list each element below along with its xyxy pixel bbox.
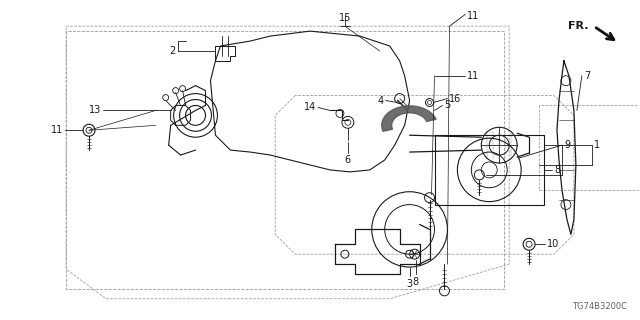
Text: 8: 8 (413, 277, 419, 287)
Text: 13: 13 (89, 105, 101, 116)
Text: 1: 1 (594, 140, 600, 150)
Text: 7: 7 (584, 71, 590, 81)
Text: 16: 16 (449, 93, 461, 104)
Text: 14: 14 (304, 102, 316, 112)
Text: 15: 15 (339, 13, 351, 23)
Text: 10: 10 (547, 239, 559, 249)
Text: 11: 11 (51, 125, 63, 135)
Polygon shape (381, 106, 436, 131)
Text: 9: 9 (564, 140, 570, 150)
Text: TG74B3200C: TG74B3200C (572, 302, 627, 311)
Text: 11: 11 (467, 11, 479, 21)
Text: 2: 2 (170, 46, 175, 56)
Text: 11: 11 (467, 71, 479, 81)
Text: FR.: FR. (568, 21, 589, 31)
Text: 5: 5 (444, 100, 451, 110)
Text: 8: 8 (554, 165, 560, 175)
Text: 3: 3 (406, 279, 413, 289)
Text: 4: 4 (378, 96, 384, 106)
Text: 6: 6 (345, 155, 351, 165)
